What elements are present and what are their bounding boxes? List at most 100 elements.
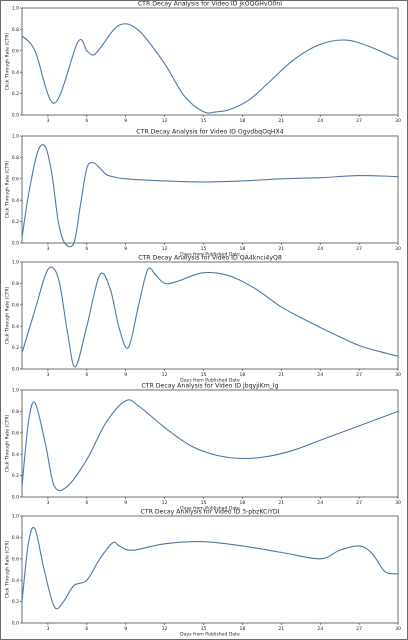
panel-3-xtick-label: 12: [162, 372, 168, 378]
panel-5-xtick-label: 21: [278, 626, 284, 632]
panel-5-ytick-label: 0.0: [12, 621, 19, 627]
panel-1-ytick-label: 0.6: [12, 48, 19, 54]
panel-2-ytick-label: 0.8: [12, 155, 19, 161]
panel-2-title: CTR Decay Analysis for Video ID OgvdbqOq…: [136, 129, 283, 136]
panel-1-xtick-label: 15: [201, 118, 207, 124]
panel-5-ytick-label: 0.8: [12, 535, 19, 541]
panel-1-ytick-label: 0.4: [12, 70, 19, 76]
panel-4-xtick-label: 21: [278, 500, 284, 506]
panel-2-yticks: 0.0 0.2 0.4 0.6 0.8 1.0: [12, 134, 22, 247]
panel-4-xticks: 3 6 9 12 15 18 21 24 27 30: [46, 497, 401, 506]
panel-5-xticks: 3 6 9 12 15 18 21 24 27 30: [46, 623, 401, 632]
panel-2-xtick-label: 24: [317, 246, 323, 252]
panel-5-yticks: 0.0 0.2 0.4 0.6 0.8 1.0: [12, 514, 22, 627]
panel-5-xtick-label: 18: [239, 626, 245, 632]
chart-panel-5: CTR Decay Analysis for Video ID 3-pbzKCi…: [5, 509, 401, 638]
panel-1-ytick-label: 0.8: [12, 27, 19, 33]
panel-3-series-line: [21, 266, 399, 368]
panel-4-ylabel: Click Through Rate (CTR): [5, 414, 11, 472]
panel-2-xtick-label: 6: [85, 246, 88, 252]
panel-5-xtick-label: 24: [317, 626, 323, 632]
panel-4-ytick-label: 0.4: [12, 452, 19, 458]
panel-1-xtick-label: 6: [85, 118, 88, 124]
panel-2-xticks: 3 6 9 12 15 18 21 24 27 30: [46, 243, 401, 252]
chart-panel-1: CTR Decay Analysis for Video ID jkOQGHvO…: [5, 1, 401, 124]
panel-5-series-line: [21, 526, 399, 610]
panel-4-title: CTR Decay Analysis for Video ID jbqyjiKm…: [141, 383, 278, 390]
panel-2-ytick-label: 0.6: [12, 176, 19, 182]
panel-2-xtick-label: 21: [278, 246, 284, 252]
panel-4-ytick-label: 0.0: [12, 495, 19, 501]
chart-panel-3: CTR Decay Analysis for Video ID QA4knci4…: [5, 255, 401, 384]
panel-3-xticks: 3 6 9 12 15 18 21 24 27 30: [46, 369, 401, 378]
panel-2-ytick-label: 0.0: [12, 241, 19, 247]
panel-2-ylabel: Click Through Rate (CTR): [5, 160, 11, 218]
panel-1-xtick-label: 24: [317, 118, 323, 124]
panel-2-xtick-label: 15: [201, 246, 207, 252]
panel-4-xtick-label: 12: [162, 500, 168, 506]
panel-5-xtick-label: 6: [85, 626, 88, 632]
panel-2-xtick-label: 18: [239, 246, 245, 252]
panel-3-xtick-label: 3: [46, 372, 49, 378]
panel-3-ytick-label: 0.6: [12, 302, 19, 308]
panel-1-yticks: 0.0 0.2 0.4 0.6 0.8 1.0: [12, 6, 22, 119]
panel-3-xtick-label: 21: [278, 372, 284, 378]
panel-3-ytick-label: 0.4: [12, 324, 19, 330]
panel-3-xtick-label: 15: [201, 372, 207, 378]
panel-4-ytick-label: 0.2: [12, 473, 19, 479]
panel-5-xtick-label: 9: [124, 626, 127, 632]
panel-1-xticks: 3 6 9 12 15 18 21 24 27 30: [46, 115, 401, 124]
panel-2-xtick-label: 9: [124, 246, 127, 252]
panel-1-title: CTR Decay Analysis for Video ID jkOQGHvO…: [138, 1, 282, 8]
panel-4-xtick-label: 30: [395, 500, 401, 506]
panel-1-ytick-label: 1.0: [12, 6, 19, 12]
panel-3-ytick-label: 0.8: [12, 281, 19, 287]
panel-2-ytick-label: 0.4: [12, 198, 19, 204]
panel-4-ytick-label: 0.8: [12, 409, 19, 415]
panel-5-xtick-label: 15: [201, 626, 207, 632]
panel-2-xtick-label: 27: [356, 246, 362, 252]
panel-1-xtick-label: 3: [46, 118, 49, 124]
panel-3-xlabel: Days from Published Date: [180, 378, 240, 384]
panel-1-ylabel: Click Through Rate (CTR): [5, 32, 11, 90]
chart-panel-4: CTR Decay Analysis for Video ID jbqyjiKm…: [5, 383, 401, 512]
panel-3-xtick-label: 18: [239, 372, 245, 378]
panel-1-xtick-label: 21: [278, 118, 284, 124]
panel-5-ylabel: Click Through Rate (CTR): [5, 540, 11, 598]
panel-4-ytick-label: 1.0: [12, 388, 19, 394]
panel-4-axes: [21, 389, 399, 498]
panel-3-xtick-label: 6: [85, 372, 88, 378]
panel-3-ytick-label: 1.0: [12, 260, 19, 266]
panel-3-axes: [21, 261, 399, 370]
panel-1-xtick-label: 12: [162, 118, 168, 124]
panel-2-ytick-label: 0.2: [12, 219, 19, 225]
panel-4-series-line: [21, 399, 399, 492]
panel-5-xtick-label: 12: [162, 626, 168, 632]
panel-1-series-line: [21, 23, 399, 114]
panel-2-xtick-label: 12: [162, 246, 168, 252]
panel-2-xlabel: Days from Published Date: [180, 252, 240, 258]
panel-4-xtick-label: 27: [356, 500, 362, 506]
panel-1-xtick-label: 30: [395, 118, 401, 124]
panel-2-xtick-label: 3: [46, 246, 49, 252]
panel-5-ytick-label: 0.6: [12, 556, 19, 562]
panel-1-xtick-label: 18: [239, 118, 245, 124]
panel-4-xlabel: Days from Published Date: [180, 506, 240, 512]
panel-2-axes: [21, 135, 399, 244]
panel-4-yticks: 0.0 0.2 0.4 0.6 0.8 1.0: [12, 388, 22, 501]
panel-3-ytick-label: 0.0: [12, 367, 19, 373]
panel-4-xtick-label: 6: [85, 500, 88, 506]
panel-3-yticks: 0.0 0.2 0.4 0.6 0.8 1.0: [12, 260, 22, 373]
panel-1-xtick-label: 27: [356, 118, 362, 124]
chart-panel-2: CTR Decay Analysis for Video ID OgvdbqOq…: [5, 129, 401, 258]
panel-5-xtick-label: 3: [46, 626, 49, 632]
panel-5-ytick-label: 0.2: [12, 599, 19, 605]
panel-1-ytick-label: 0.2: [12, 91, 19, 97]
panel-5-xlabel: Days from Published Date: [180, 632, 240, 638]
panel-3-ytick-label: 0.2: [12, 345, 19, 351]
panel-3-title: CTR Decay Analysis for Video ID QA4knci4…: [138, 255, 282, 262]
panel-5-ytick-label: 1.0: [12, 514, 19, 520]
panel-1-xtick-label: 9: [124, 118, 127, 124]
